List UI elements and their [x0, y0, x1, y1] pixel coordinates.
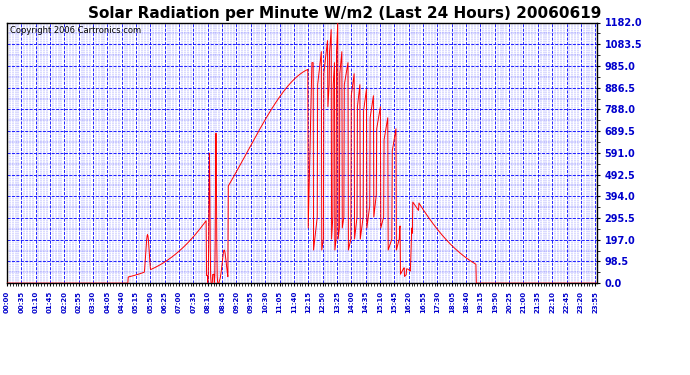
Text: Solar Radiation per Minute W/m2 (Last 24 Hours) 20060619: Solar Radiation per Minute W/m2 (Last 24… [88, 6, 602, 21]
Text: Copyright 2006 Cartronics.com: Copyright 2006 Cartronics.com [10, 26, 141, 35]
